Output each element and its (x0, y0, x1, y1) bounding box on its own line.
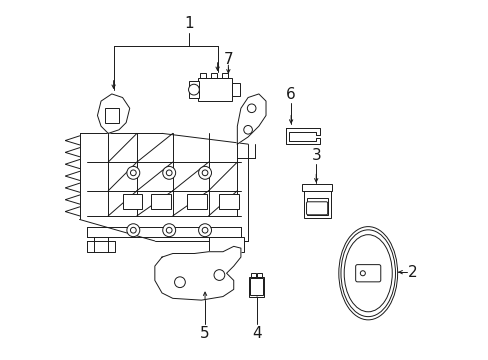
Circle shape (174, 277, 185, 288)
Polygon shape (237, 94, 265, 144)
Bar (219, 194, 239, 209)
Text: 5: 5 (200, 326, 209, 341)
Bar (151, 194, 171, 209)
Bar (211, 73, 217, 78)
Bar (231, 83, 239, 96)
Bar (104, 108, 119, 123)
Bar (198, 78, 231, 101)
Bar (187, 194, 206, 209)
Bar (249, 278, 262, 295)
Ellipse shape (344, 235, 391, 312)
Circle shape (202, 227, 207, 233)
Polygon shape (155, 246, 241, 300)
Polygon shape (86, 241, 115, 252)
Text: 3: 3 (311, 148, 321, 163)
Circle shape (126, 224, 140, 237)
Ellipse shape (338, 226, 397, 320)
Circle shape (188, 84, 199, 95)
Circle shape (166, 227, 172, 233)
Text: 7: 7 (223, 52, 233, 67)
Circle shape (126, 166, 140, 179)
FancyBboxPatch shape (306, 202, 327, 215)
Bar (208, 237, 244, 252)
Polygon shape (97, 94, 129, 134)
Circle shape (163, 224, 175, 237)
Circle shape (247, 104, 255, 113)
Circle shape (130, 227, 136, 233)
Bar (122, 194, 142, 209)
Bar (306, 198, 327, 215)
Bar (250, 273, 255, 277)
Circle shape (198, 166, 211, 179)
Bar (303, 187, 330, 218)
Circle shape (244, 126, 252, 134)
Text: 2: 2 (407, 265, 417, 280)
Circle shape (163, 166, 175, 179)
Circle shape (166, 170, 172, 176)
Circle shape (130, 170, 136, 176)
Text: 1: 1 (183, 16, 193, 31)
FancyBboxPatch shape (355, 265, 380, 282)
Circle shape (198, 224, 211, 237)
Circle shape (202, 170, 207, 176)
Bar (248, 277, 264, 297)
Polygon shape (285, 128, 319, 144)
Bar (188, 81, 199, 98)
Ellipse shape (340, 230, 395, 317)
Bar (256, 273, 261, 277)
Bar (301, 184, 332, 191)
Text: 6: 6 (285, 87, 295, 102)
Bar (222, 73, 227, 78)
Circle shape (360, 271, 365, 276)
Text: 4: 4 (252, 326, 262, 341)
Circle shape (214, 270, 224, 280)
Bar (200, 73, 206, 78)
